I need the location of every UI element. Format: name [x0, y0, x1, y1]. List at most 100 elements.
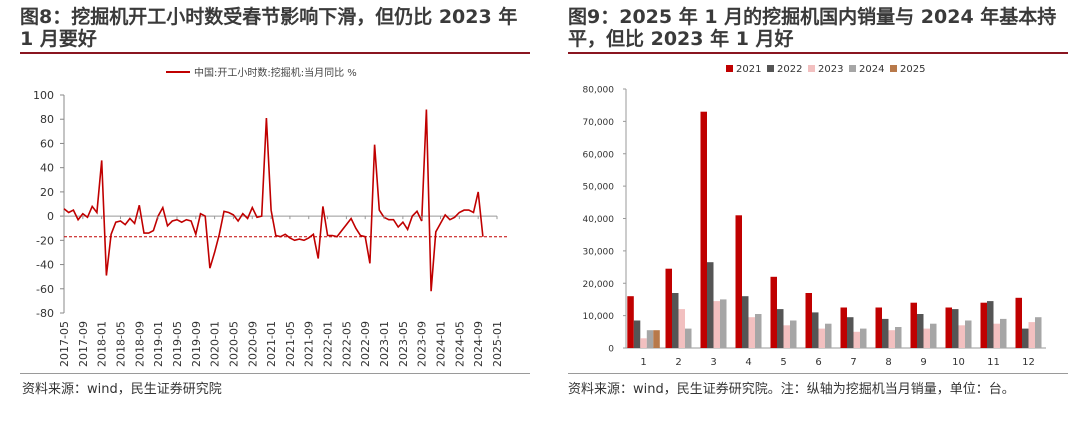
- bar-2022-6: [812, 312, 819, 348]
- bar-2021-2: [665, 268, 672, 348]
- y-tick-label: 50,000: [583, 183, 615, 193]
- bar-2022-7: [847, 317, 854, 348]
- figure8-title: 图8：挖掘机开工小时数受春节影响下滑，但仍比 2023 年 1 月要好: [20, 6, 518, 50]
- x-tick-label: 12: [1022, 357, 1035, 368]
- y-tick-label: 80,000: [583, 86, 615, 96]
- y-tick-label: 0: [608, 345, 614, 355]
- figure8-title-rule: [20, 52, 530, 54]
- legend-label-2025: 2025: [900, 64, 925, 75]
- bar-2025-1: [653, 330, 660, 348]
- x-tick-label: 3: [710, 357, 716, 368]
- bar-2021-8: [875, 307, 882, 348]
- bar-2022-10: [952, 309, 959, 348]
- y-tick-label: 20: [40, 186, 54, 199]
- x-tick-label: 5: [780, 357, 786, 368]
- bar-2021-5: [770, 276, 777, 348]
- x-tick-label: 2021-09: [303, 321, 316, 367]
- legend-swatch-2023: [808, 65, 815, 72]
- x-tick-label: 2023-05: [397, 321, 410, 367]
- x-tick-label: 9: [920, 357, 926, 368]
- x-tick-label: 2022-01: [322, 321, 335, 367]
- series-line: [63, 109, 484, 292]
- bar-2022-12: [1022, 328, 1029, 348]
- bar-2023-7: [853, 331, 860, 348]
- bar-2022-3: [707, 262, 714, 348]
- y-tick-label: 0: [47, 210, 54, 223]
- bar-2024-9: [930, 323, 937, 348]
- y-tick-label: -60: [36, 283, 54, 296]
- x-tick-label: 2022-09: [359, 321, 372, 367]
- bar-2022-2: [672, 293, 679, 348]
- bar-2024-10: [965, 320, 972, 348]
- bar-2021-7: [840, 307, 847, 348]
- bar-2023-5: [783, 325, 790, 348]
- bar-2022-5: [777, 309, 784, 348]
- x-tick-label: 8: [885, 357, 891, 368]
- x-tick-label: 2021-01: [265, 321, 278, 367]
- bar-2023-11: [993, 323, 1000, 348]
- x-tick-label: 2021-05: [284, 321, 297, 367]
- legend-swatch-2022: [767, 65, 774, 72]
- x-tick-label: 6: [815, 357, 821, 368]
- x-tick-label: 2017-05: [58, 321, 71, 367]
- x-tick-label: 2020-09: [246, 321, 259, 367]
- x-tick-label: 11: [987, 357, 1000, 368]
- y-tick-label: 40,000: [583, 215, 615, 225]
- x-tick-label: 2023-01: [378, 321, 391, 367]
- figure9-bottom-rule: [568, 373, 1068, 374]
- y-tick-label: 30,000: [583, 247, 615, 257]
- bar-2023-10: [958, 325, 965, 348]
- y-tick-label: 100: [33, 89, 54, 102]
- x-tick-label: 2024-01: [435, 321, 448, 367]
- figure8-source: 资料来源：wind，民生证券研究院: [22, 382, 222, 397]
- x-tick-label: 2018-09: [133, 321, 146, 367]
- x-tick-label: 4: [745, 357, 751, 368]
- bar-2023-9: [923, 328, 930, 348]
- x-tick-label: 2018-05: [114, 321, 127, 367]
- x-tick-label: 2024-09: [472, 321, 485, 367]
- y-tick-label: 80: [40, 113, 54, 126]
- x-tick-label: 2023-09: [416, 321, 429, 367]
- bar-2022-8: [882, 318, 889, 348]
- x-tick-label: 2025-01: [491, 321, 504, 367]
- x-tick-label: 10: [952, 357, 965, 368]
- bar-2024-11: [1000, 318, 1007, 348]
- bar-2021-1: [627, 296, 634, 348]
- y-tick-label: 60: [40, 137, 54, 150]
- bar-2023-8: [888, 330, 895, 348]
- legend-label: 中国:开工小时数:挖掘机:当月同比 %: [194, 66, 357, 79]
- y-tick-label: -80: [36, 307, 54, 320]
- x-tick-label: 1: [640, 357, 646, 368]
- y-tick-label: 40: [40, 162, 54, 175]
- figure9-title: 图9：2025 年 1 月的挖掘机国内销量与 2024 年基本持平，但比 202…: [568, 6, 1057, 50]
- figure8-bottom-rule: [20, 373, 530, 374]
- bar-2021-12: [1015, 297, 1022, 348]
- bar-2024-6: [825, 323, 832, 348]
- bar-2024-4: [755, 314, 762, 348]
- legend-label-2024: 2024: [859, 64, 884, 75]
- legend-label-2021: 2021: [736, 64, 761, 75]
- y-tick-label: -40: [36, 259, 54, 272]
- x-tick-label: 2019-01: [152, 321, 165, 367]
- bar-2021-9: [910, 302, 917, 348]
- bar-2024-2: [685, 328, 692, 348]
- bar-2024-1: [646, 330, 654, 348]
- x-tick-label: 2: [675, 357, 681, 368]
- legend-swatch-2021: [726, 65, 733, 72]
- y-tick-label: 60,000: [583, 150, 615, 160]
- bar-2024-8: [895, 327, 902, 348]
- x-tick-label: 2020-01: [209, 321, 222, 367]
- y-tick-label: -20: [36, 234, 54, 247]
- x-tick-label: 7: [850, 357, 856, 368]
- y-tick-label: 10,000: [583, 312, 615, 322]
- bar-2024-7: [860, 328, 867, 348]
- figure8-panel: 图8：挖掘机开工小时数受春节影响下滑，但仍比 2023 年 1 月要好: [20, 0, 530, 54]
- figure9-title-rule: [568, 52, 1068, 54]
- x-tick-label: 2018-01: [96, 321, 109, 367]
- bar-2023-3: [713, 301, 720, 348]
- bar-2023-4: [748, 317, 755, 348]
- bar-2024-3: [720, 299, 727, 348]
- bar-2024-12: [1035, 317, 1042, 348]
- bar-2021-4: [735, 215, 742, 348]
